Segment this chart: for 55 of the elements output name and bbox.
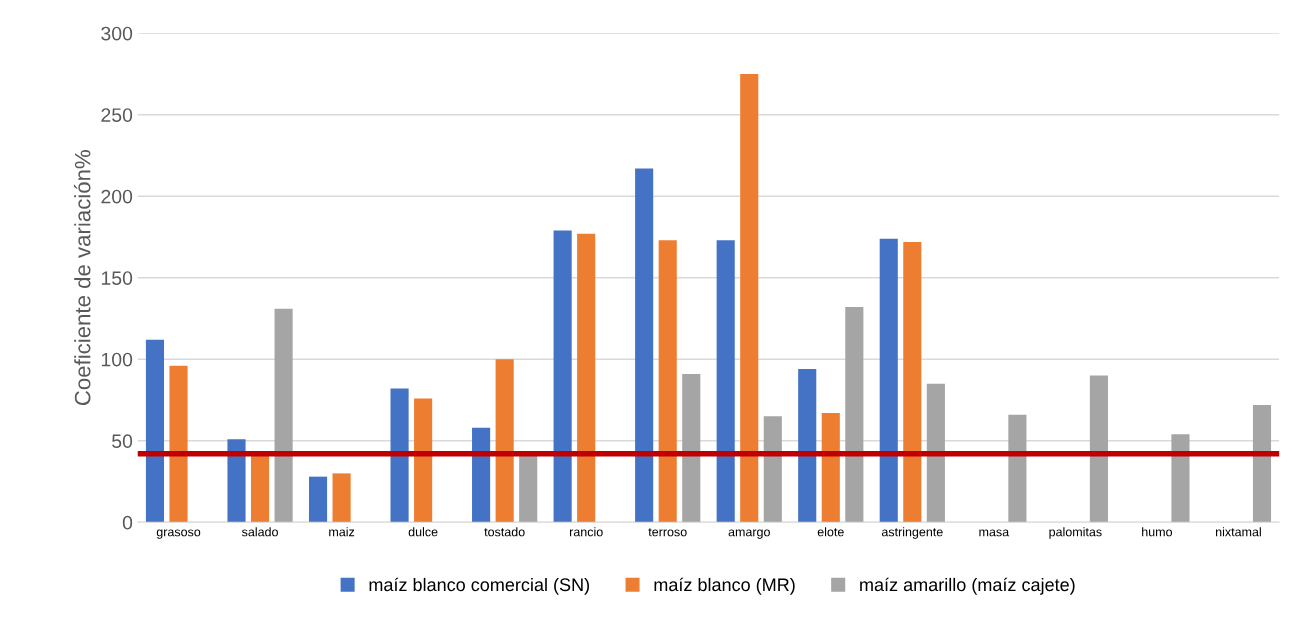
y-tick-label: 250 <box>101 108 133 122</box>
bar <box>1089 375 1108 523</box>
x-tick-label: elote <box>817 527 844 537</box>
bar <box>740 73 759 523</box>
x-tick-label: nixtamal <box>1215 527 1261 537</box>
bar <box>716 240 735 523</box>
bar <box>227 439 246 523</box>
bar <box>763 416 782 523</box>
bar <box>926 383 945 523</box>
y-tick-label: 100 <box>101 352 133 367</box>
bar <box>251 455 270 523</box>
y-tick-label: 50 <box>112 434 133 449</box>
bar <box>821 413 840 523</box>
x-tick-label: astringente <box>881 527 943 539</box>
x-tick-label: masa <box>979 529 1010 537</box>
bar <box>1252 404 1272 523</box>
bar <box>472 427 491 523</box>
bar <box>577 233 596 523</box>
x-tick-label: grasoso <box>156 529 201 539</box>
bar <box>414 398 433 523</box>
bar <box>682 373 701 523</box>
bar <box>169 365 188 523</box>
bar <box>635 168 654 523</box>
bar <box>903 241 922 523</box>
bar <box>658 240 677 523</box>
bar <box>274 308 293 523</box>
x-tick-label: maiz <box>329 527 355 537</box>
legend-label: maíz blanco comercial (SN) <box>369 577 589 595</box>
x-tick-label: tostado <box>484 527 525 537</box>
legend-label: maíz blanco (MR) <box>654 577 795 595</box>
y-tick-label: 200 <box>101 189 133 204</box>
y-tick-label: 300 <box>101 26 133 41</box>
y-tick-label: 0 <box>122 515 133 530</box>
bar <box>390 388 409 523</box>
bar <box>308 476 328 523</box>
x-tick-label: salado <box>241 527 278 537</box>
x-tick-label: humo <box>1142 527 1173 537</box>
bar <box>1008 414 1027 523</box>
y-axis-title: Coeficiente de variación% <box>73 150 91 406</box>
x-tick-label: dulce <box>408 527 438 537</box>
bar <box>553 230 572 523</box>
bar <box>495 359 514 523</box>
x-tick-label: amargo <box>728 529 770 539</box>
bar <box>145 339 165 523</box>
x-tick-label: terroso <box>648 528 687 537</box>
bar <box>519 455 538 523</box>
bar <box>1171 434 1190 523</box>
bar <box>798 369 817 523</box>
x-tick-label: palomitas <box>1049 527 1102 539</box>
bar <box>332 473 351 523</box>
x-tick-label: rancio <box>569 527 603 537</box>
bar <box>845 307 864 523</box>
legend-label: maíz amarillo (maíz cajete) <box>860 577 1075 595</box>
y-tick-label: 150 <box>101 271 133 285</box>
bar <box>879 238 898 523</box>
